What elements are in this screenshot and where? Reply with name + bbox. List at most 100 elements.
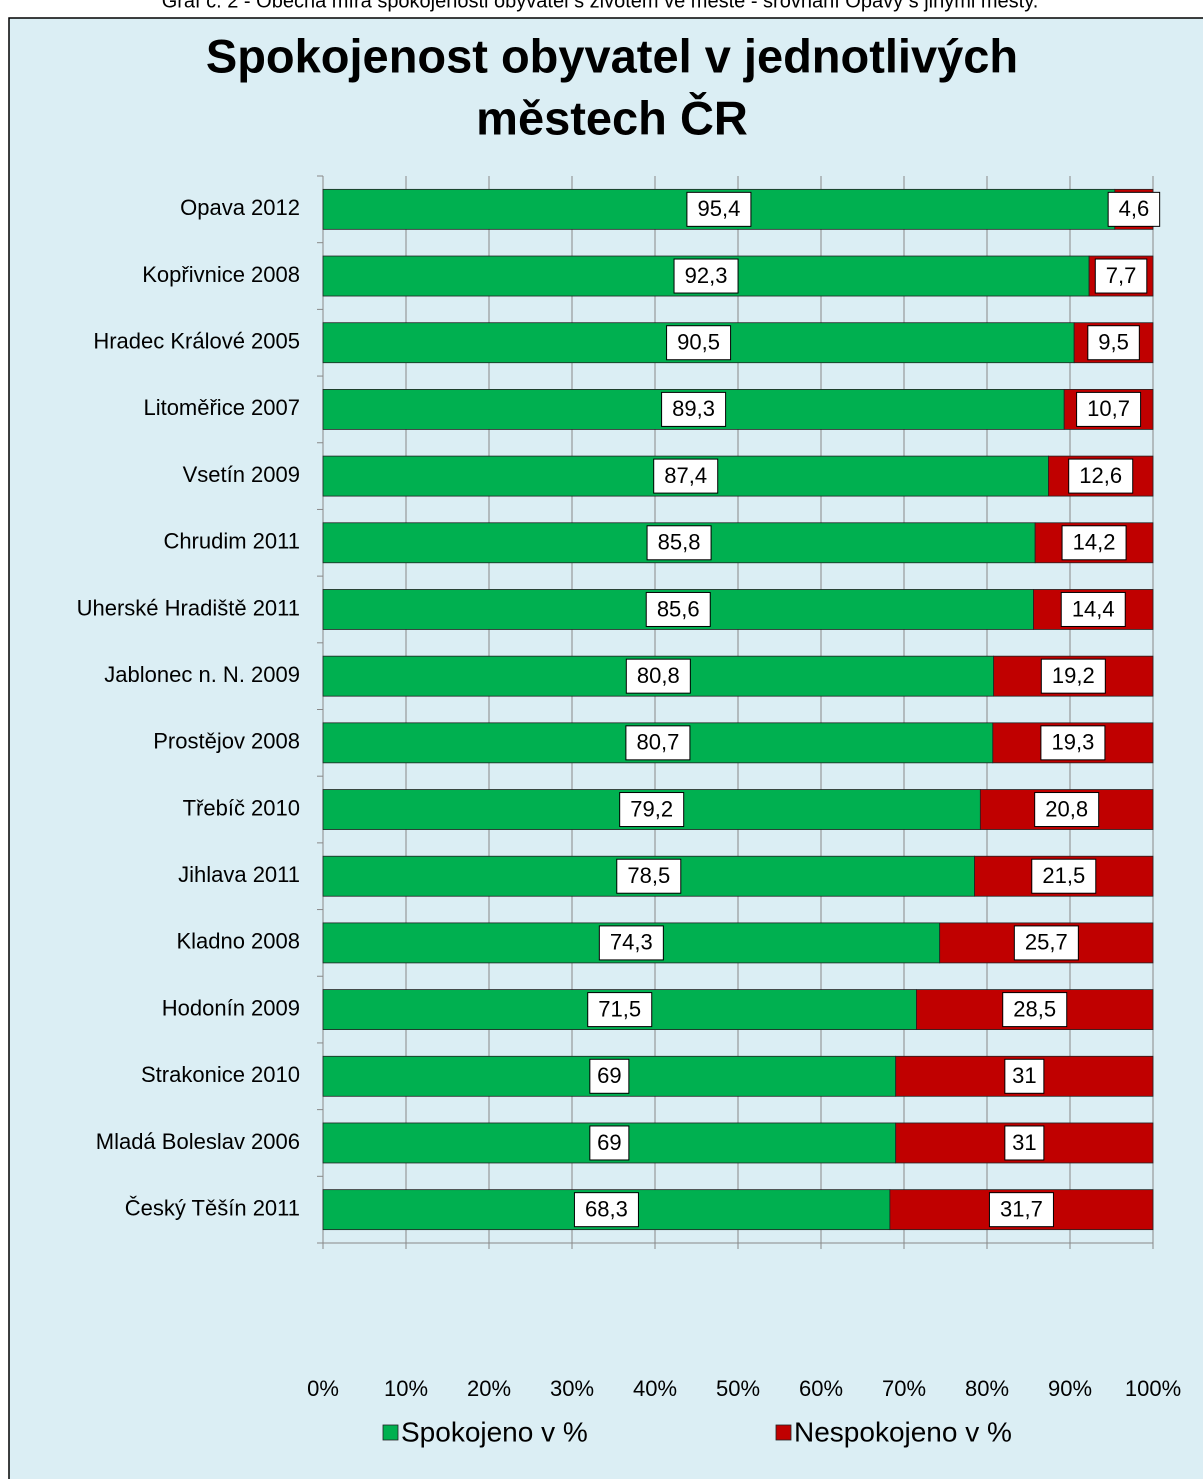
data-label: 21,5 bbox=[1042, 863, 1085, 888]
y-tick-label: Prostějov 2008 bbox=[153, 729, 300, 754]
data-label-box bbox=[589, 1125, 630, 1161]
data-label: 69 bbox=[597, 1130, 621, 1155]
y-tick-label: Jihlava 2011 bbox=[178, 862, 300, 887]
data-label: 12,6 bbox=[1079, 463, 1122, 488]
data-label-box bbox=[666, 325, 732, 361]
data-label: 20,8 bbox=[1045, 796, 1088, 821]
data-label-box bbox=[673, 258, 739, 294]
data-label: 10,7 bbox=[1087, 396, 1130, 421]
legend-label: Spokojeno v % bbox=[401, 1416, 588, 1447]
y-tick-label: Kopřivnice 2008 bbox=[142, 262, 300, 287]
data-label-box bbox=[1031, 858, 1097, 894]
y-tick-label: Uherské Hradiště 2011 bbox=[77, 595, 300, 620]
y-tick-label: Jablonec n. N. 2009 bbox=[104, 662, 300, 687]
data-label: 71,5 bbox=[598, 996, 641, 1021]
data-label-box bbox=[1087, 325, 1140, 361]
data-label: 85,8 bbox=[658, 530, 701, 555]
data-label: 25,7 bbox=[1025, 930, 1068, 955]
data-label: 92,3 bbox=[685, 263, 728, 288]
chart-title: Spokojenost obyvatel v jednotlivých bbox=[206, 29, 1018, 82]
y-tick-label: Hradec Králové 2005 bbox=[93, 329, 300, 354]
data-label-box bbox=[1040, 658, 1106, 694]
data-label-box bbox=[573, 1192, 639, 1228]
data-label-box bbox=[589, 1058, 630, 1094]
data-label-box bbox=[1060, 591, 1126, 627]
x-tick-label: 10% bbox=[384, 1376, 428, 1401]
data-label: 95,4 bbox=[697, 196, 740, 221]
y-tick-label: Litoměřice 2007 bbox=[143, 395, 300, 420]
data-label: 14,2 bbox=[1073, 530, 1116, 555]
legend-swatch bbox=[382, 1424, 399, 1441]
y-tick-label: Český Těšín 2011 bbox=[125, 1195, 300, 1220]
data-label-box bbox=[1040, 725, 1106, 761]
data-label-box bbox=[1068, 458, 1134, 494]
data-label: 79,2 bbox=[630, 796, 673, 821]
data-label: 28,5 bbox=[1013, 996, 1056, 1021]
data-label-box bbox=[686, 191, 752, 227]
data-label-box bbox=[1004, 1125, 1045, 1161]
legend-swatch bbox=[775, 1424, 792, 1441]
x-tick-label: 70% bbox=[882, 1376, 926, 1401]
data-label: 85,6 bbox=[657, 596, 700, 621]
caption: Graf č. 2 - Obecná míra spokojenosti oby… bbox=[162, 0, 1039, 12]
x-tick-label: 60% bbox=[799, 1376, 843, 1401]
x-tick-label: 20% bbox=[467, 1376, 511, 1401]
data-label-box bbox=[1013, 925, 1079, 961]
y-tick-label: Opava 2012 bbox=[180, 195, 300, 220]
data-label-box bbox=[1002, 992, 1068, 1028]
data-label: 19,2 bbox=[1052, 663, 1095, 688]
data-label: 80,8 bbox=[637, 663, 680, 688]
data-label-box bbox=[645, 591, 711, 627]
x-tick-label: 50% bbox=[716, 1376, 760, 1401]
data-label-box bbox=[1004, 1058, 1045, 1094]
data-label: 31,7 bbox=[1000, 1196, 1043, 1221]
data-label: 14,4 bbox=[1072, 596, 1115, 621]
legend-label: Nespokojeno v % bbox=[794, 1416, 1012, 1447]
data-label-box bbox=[625, 658, 691, 694]
data-label: 31 bbox=[1012, 1130, 1036, 1155]
data-label-box bbox=[1061, 525, 1127, 561]
data-label: 4,6 bbox=[1119, 196, 1150, 221]
data-label-box bbox=[587, 992, 653, 1028]
data-label-box bbox=[1094, 258, 1148, 294]
y-tick-label: Kladno 2008 bbox=[176, 929, 300, 954]
chart-title: městech ČR bbox=[476, 91, 748, 144]
data-label: 89,3 bbox=[672, 396, 715, 421]
data-label-box bbox=[646, 525, 712, 561]
data-label-box bbox=[1107, 191, 1161, 227]
data-label: 7,7 bbox=[1106, 263, 1137, 288]
data-label-box bbox=[1076, 391, 1142, 427]
data-label: 31 bbox=[1012, 1063, 1036, 1088]
data-label: 69 bbox=[597, 1063, 621, 1088]
x-tick-label: 0% bbox=[307, 1376, 339, 1401]
y-tick-label: Vsetín 2009 bbox=[183, 462, 300, 487]
data-label-box bbox=[653, 458, 719, 494]
data-label-box bbox=[598, 925, 664, 961]
data-label: 87,4 bbox=[664, 463, 707, 488]
data-label: 68,3 bbox=[585, 1196, 628, 1221]
data-label: 80,7 bbox=[636, 730, 679, 755]
y-tick-label: Chrudim 2011 bbox=[163, 529, 300, 554]
x-tick-label: 100% bbox=[1125, 1376, 1181, 1401]
data-label-box bbox=[625, 725, 691, 761]
data-label: 19,3 bbox=[1051, 730, 1094, 755]
y-tick-label: Hodonín 2009 bbox=[162, 995, 300, 1020]
x-tick-label: 30% bbox=[550, 1376, 594, 1401]
y-tick-label: Strakonice 2010 bbox=[141, 1062, 300, 1087]
y-tick-label: Třebíč 2010 bbox=[183, 795, 300, 820]
data-label: 78,5 bbox=[627, 863, 670, 888]
data-label-box bbox=[619, 792, 685, 828]
data-label: 9,5 bbox=[1098, 330, 1129, 355]
y-tick-label: Mladá Boleslav 2006 bbox=[96, 1129, 300, 1154]
data-label-box bbox=[1034, 792, 1100, 828]
x-tick-label: 40% bbox=[633, 1376, 677, 1401]
data-label: 90,5 bbox=[677, 330, 720, 355]
x-tick-label: 80% bbox=[965, 1376, 1009, 1401]
data-label-box bbox=[988, 1192, 1054, 1228]
data-label: 74,3 bbox=[610, 930, 653, 955]
data-label-box bbox=[616, 858, 682, 894]
data-label-box bbox=[661, 391, 727, 427]
x-tick-label: 90% bbox=[1048, 1376, 1092, 1401]
